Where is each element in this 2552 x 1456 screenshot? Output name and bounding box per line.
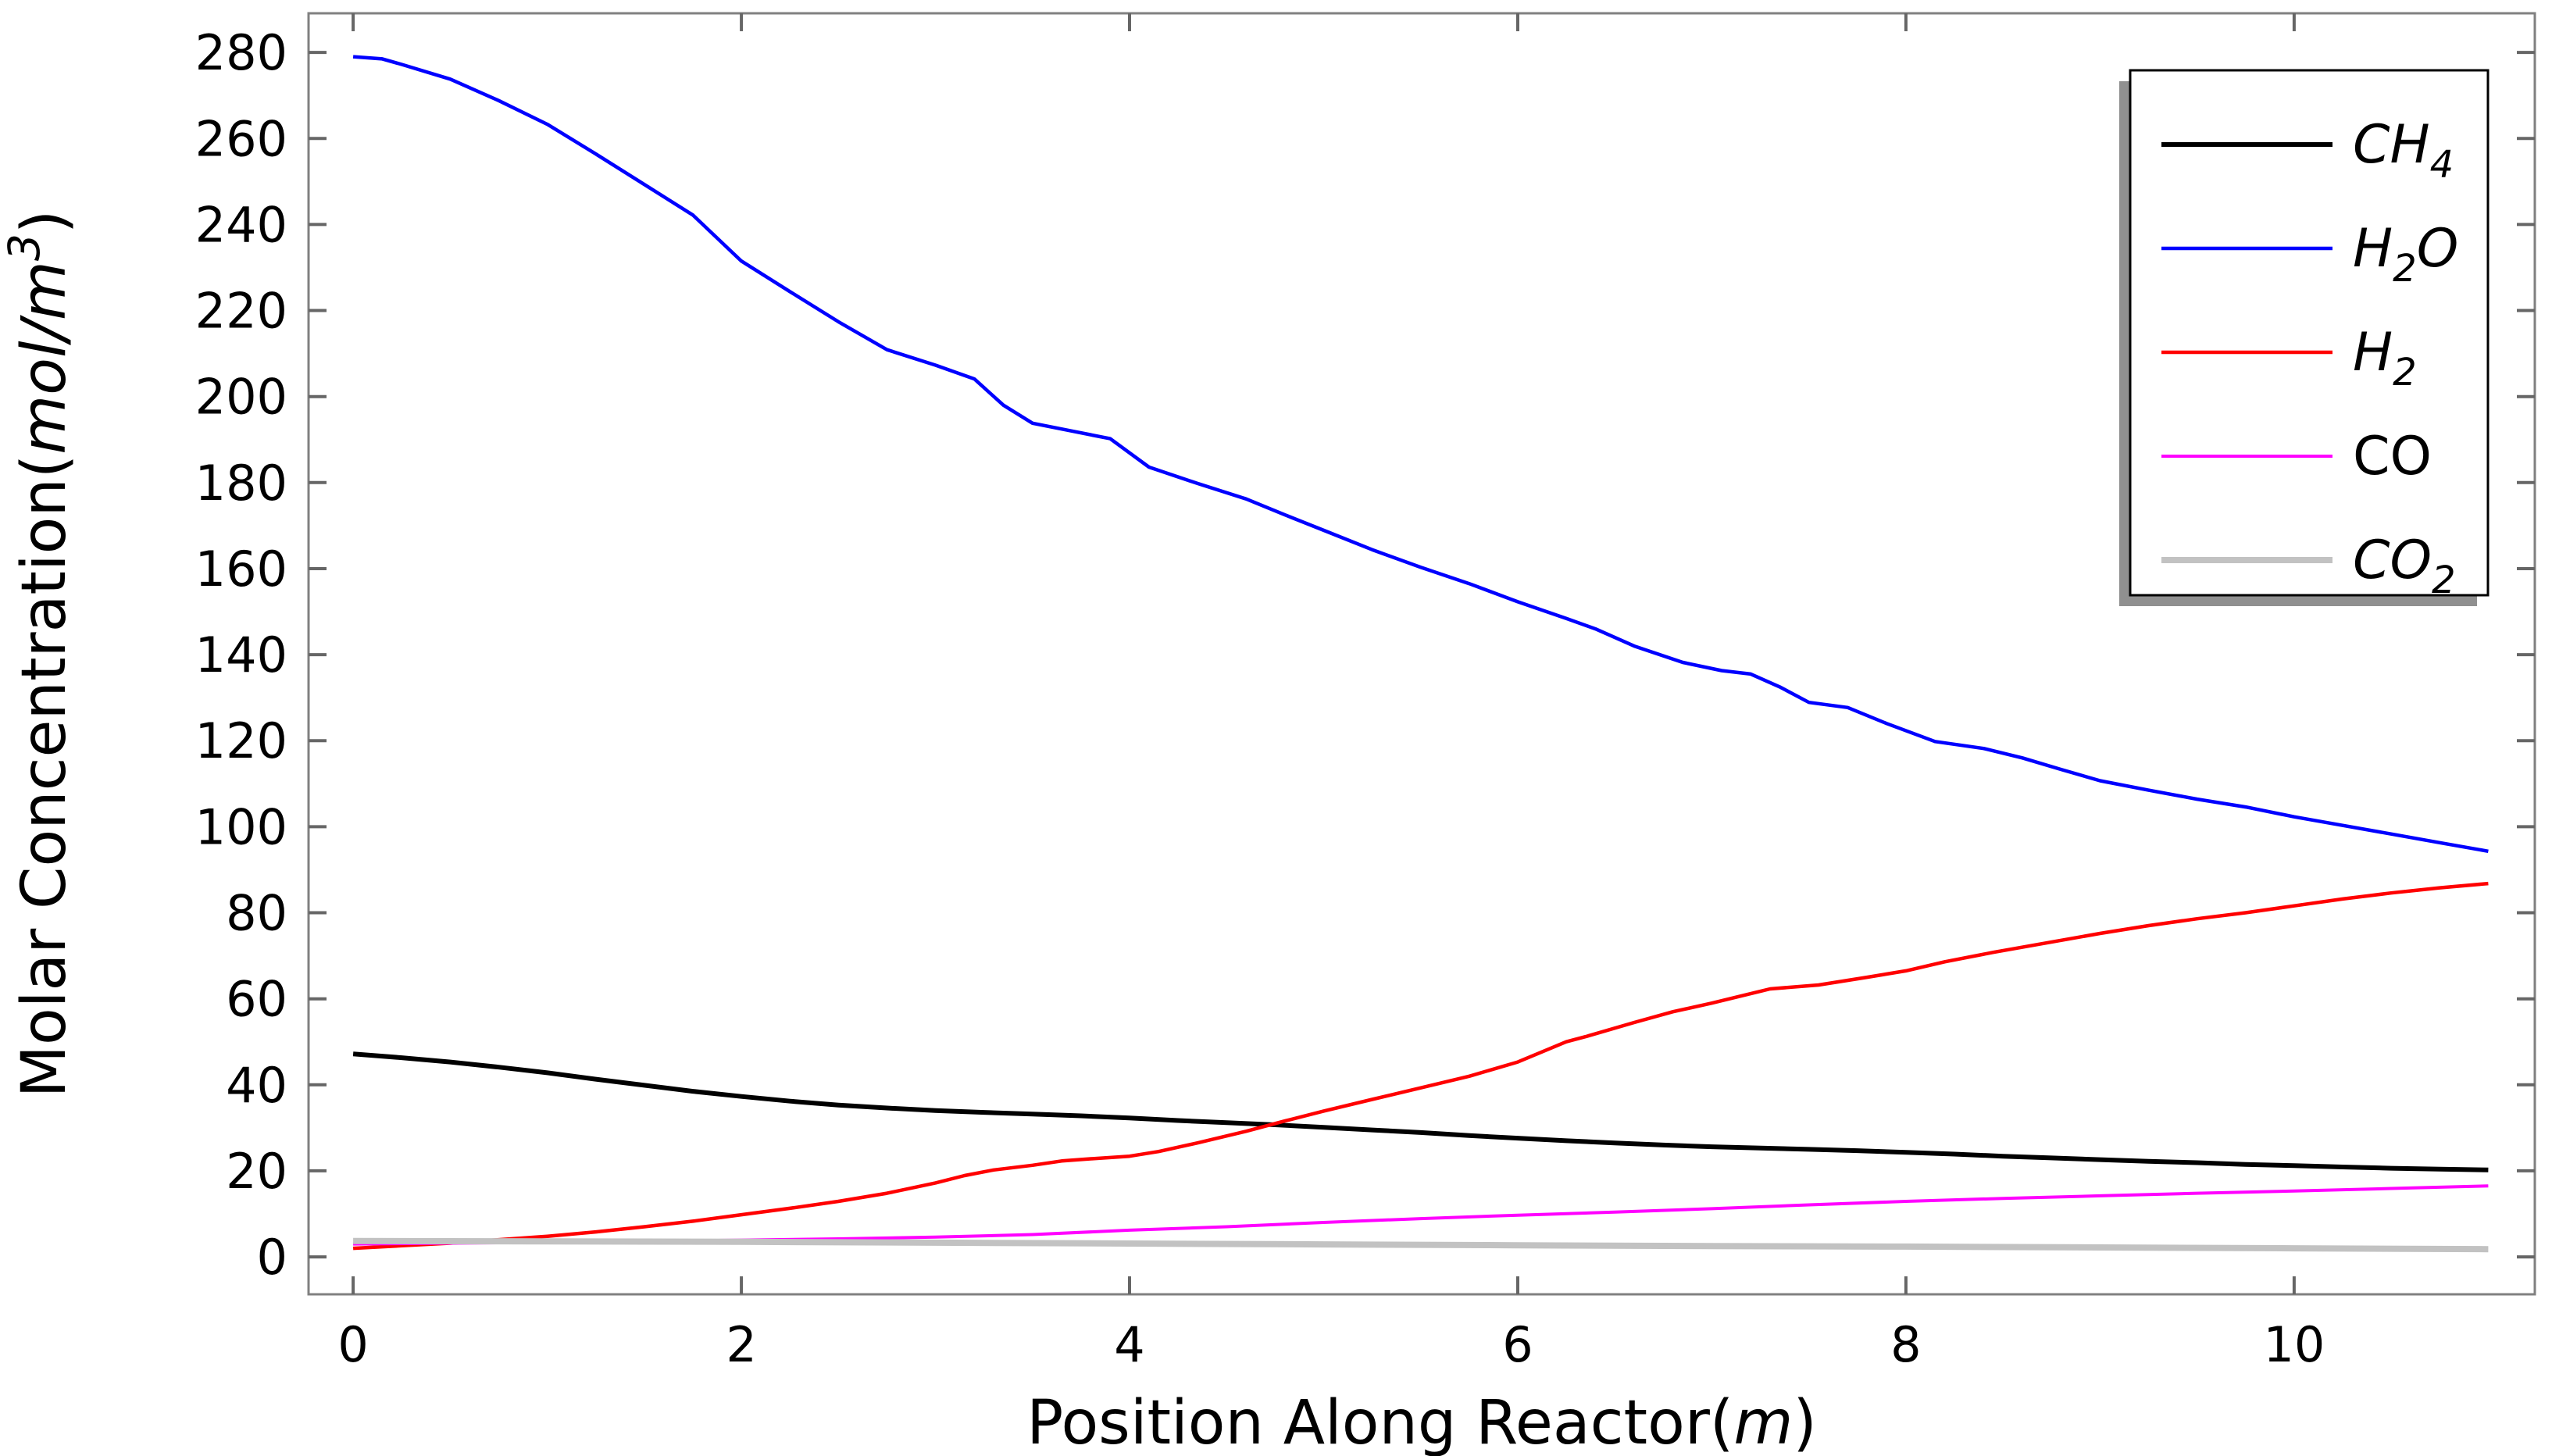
y-tick-label: 120 (195, 712, 287, 769)
series-line-h2 (352, 881, 2489, 1251)
x-tick-label: 10 (2263, 1316, 2325, 1373)
legend-label-h2o: H2O (2353, 218, 2458, 291)
y-tick-label: 220 (195, 283, 287, 340)
x-tick-label: 8 (1890, 1316, 1921, 1373)
series-line-ch4 (352, 1051, 2489, 1172)
y-tick-label: 280 (195, 24, 287, 81)
legend-label-co2: CO2 (2353, 530, 2456, 602)
y-tick-label: 20 (226, 1143, 287, 1200)
x-tick-label: 6 (1502, 1316, 1533, 1373)
x-tick-label: 0 (337, 1316, 368, 1373)
legend-label-ch4: CH4 (2353, 114, 2454, 187)
legend-label-co: CO (2353, 426, 2432, 487)
y-tick-label: 100 (195, 798, 287, 855)
series-line-h2o (352, 55, 2489, 854)
legend: CH4 H2O H2 CO CO2 (2119, 69, 2490, 606)
y-tick-label: 200 (195, 369, 287, 426)
y-tick-label: 180 (195, 455, 287, 512)
y-tick-label: 240 (195, 196, 287, 253)
y-tick-label: 0 (257, 1229, 287, 1286)
y-tick-label: 80 (226, 885, 287, 942)
x-tick-label: 2 (726, 1316, 756, 1373)
x-tick-label: 4 (1114, 1316, 1144, 1373)
y-axis-label: Molar Concentration(mol/m3) (0, 210, 80, 1098)
y-tick-label: 40 (226, 1057, 287, 1114)
y-tick-label: 260 (195, 110, 287, 167)
y-tick-label: 60 (226, 971, 287, 1028)
x-axis-label: Position Along Reactor(m) (1026, 1388, 1817, 1456)
y-tick-label: 160 (195, 541, 287, 598)
legend-box (2129, 69, 2490, 597)
axis-ticks (309, 13, 2535, 1294)
legend-label-h2: H2 (2353, 322, 2417, 394)
y-tick-label: 140 (195, 626, 287, 683)
series-line-co2 (353, 1237, 2489, 1253)
